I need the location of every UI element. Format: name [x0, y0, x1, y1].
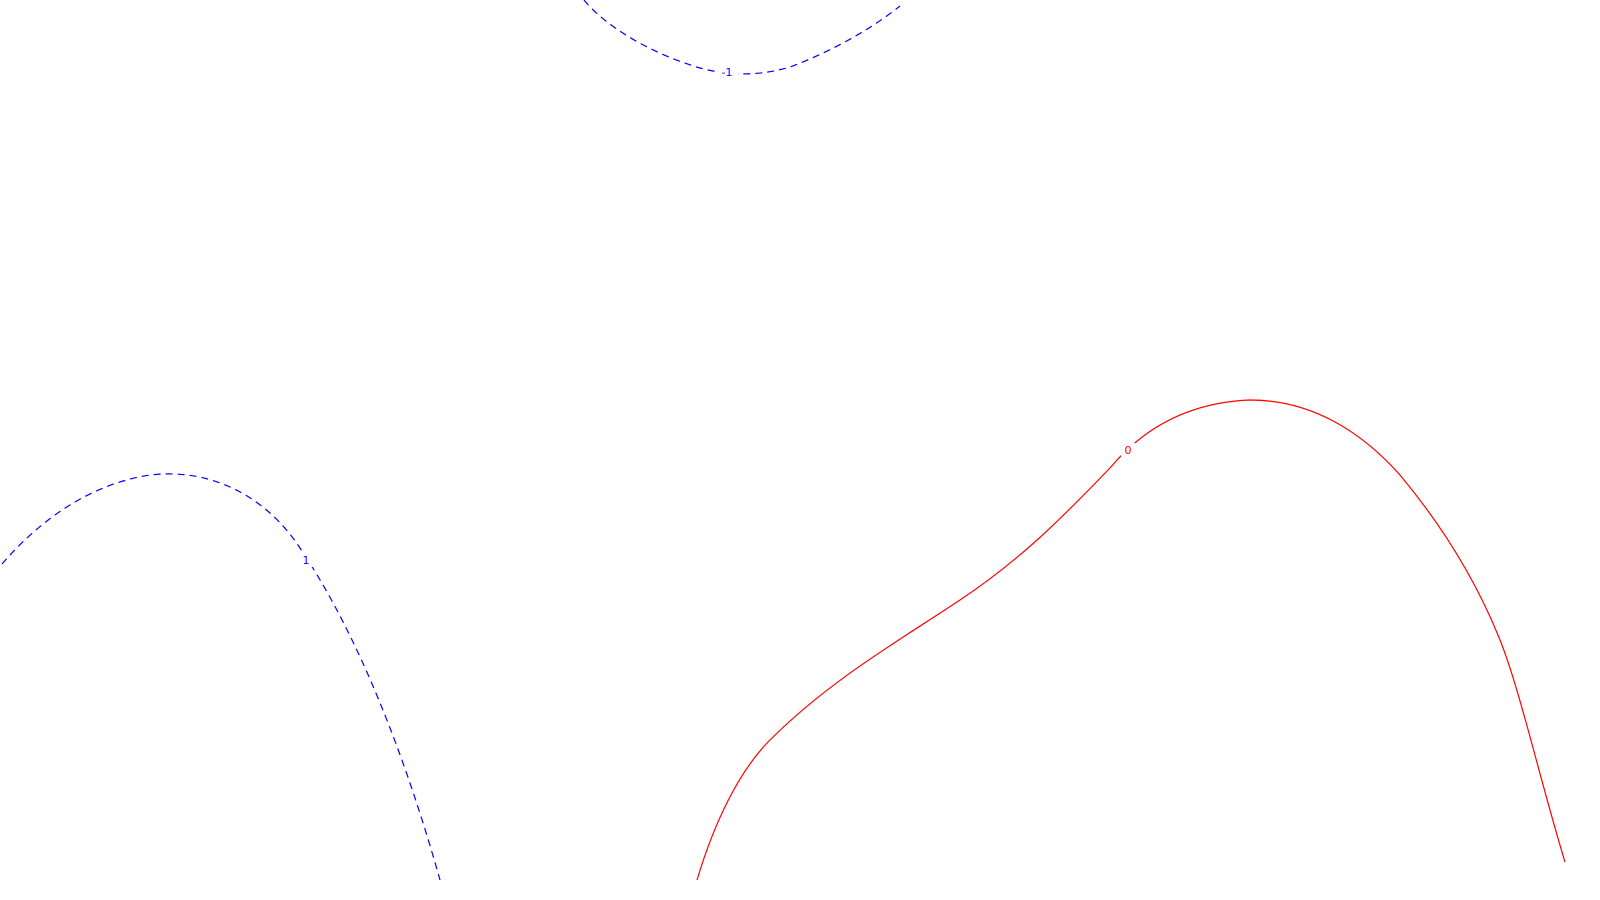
contour-line-neg1: [583, 0, 901, 75]
contour-line-1: [1, 473, 441, 881]
contour-label-1: 1: [303, 554, 310, 567]
contour-label-0: 0: [1125, 444, 1132, 457]
contour-label-bg-neg1: [716, 65, 738, 79]
contour-group-1: 1: [1, 473, 441, 881]
contour-group-0: 0: [696, 399, 1566, 881]
contour-label-bg-1: [299, 553, 313, 567]
contour-label-bg-0: [1121, 443, 1135, 457]
contour-group-neg1: -1: [583, 0, 901, 79]
contour-line-0: [696, 399, 1566, 881]
contour-label-neg1: -1: [722, 66, 733, 79]
